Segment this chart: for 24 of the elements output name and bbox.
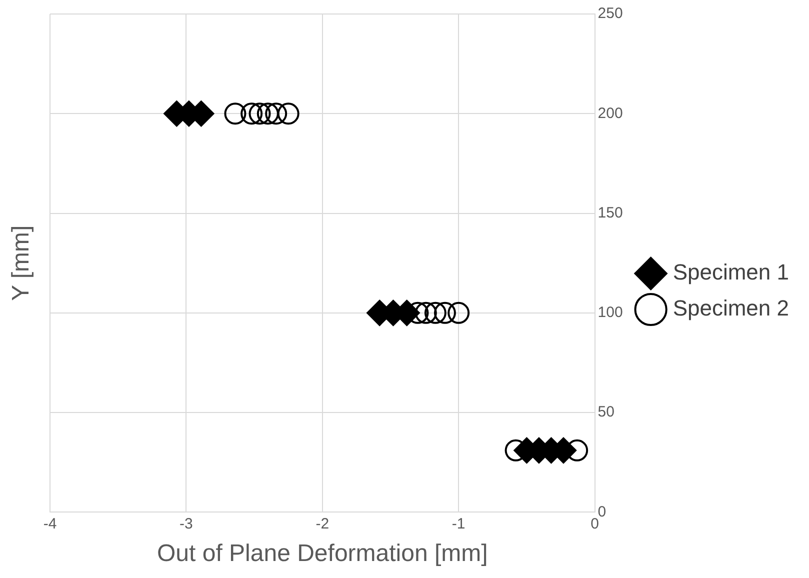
point xyxy=(434,302,456,324)
x-tick-label: -3 xyxy=(180,515,193,532)
y-axis-title: Y [mm] xyxy=(8,225,35,301)
point xyxy=(448,302,470,324)
point xyxy=(256,102,279,125)
y-tick-label: 150 xyxy=(598,204,623,222)
point xyxy=(240,102,263,125)
x-tick-label: -2 xyxy=(316,515,330,532)
y-tick-label: 100 xyxy=(598,304,623,322)
point xyxy=(224,102,246,125)
legend-label: Specimen 1 xyxy=(672,260,790,285)
point xyxy=(414,302,437,324)
point xyxy=(248,102,271,125)
y-tick-label: 200 xyxy=(598,104,623,122)
x-tick-label: -4 xyxy=(43,515,57,532)
x-tick-label: -1 xyxy=(452,515,466,532)
y-tick-label: 250 xyxy=(598,5,623,22)
y-tick-label: 50 xyxy=(598,404,614,421)
legend-label: Specimen 2 xyxy=(672,296,790,321)
point xyxy=(277,102,300,125)
point xyxy=(265,102,288,125)
point xyxy=(424,302,446,324)
x-axis-title: Out of Plane Deformation [mm] xyxy=(157,540,488,568)
y-tick-label: 0 xyxy=(598,503,606,520)
